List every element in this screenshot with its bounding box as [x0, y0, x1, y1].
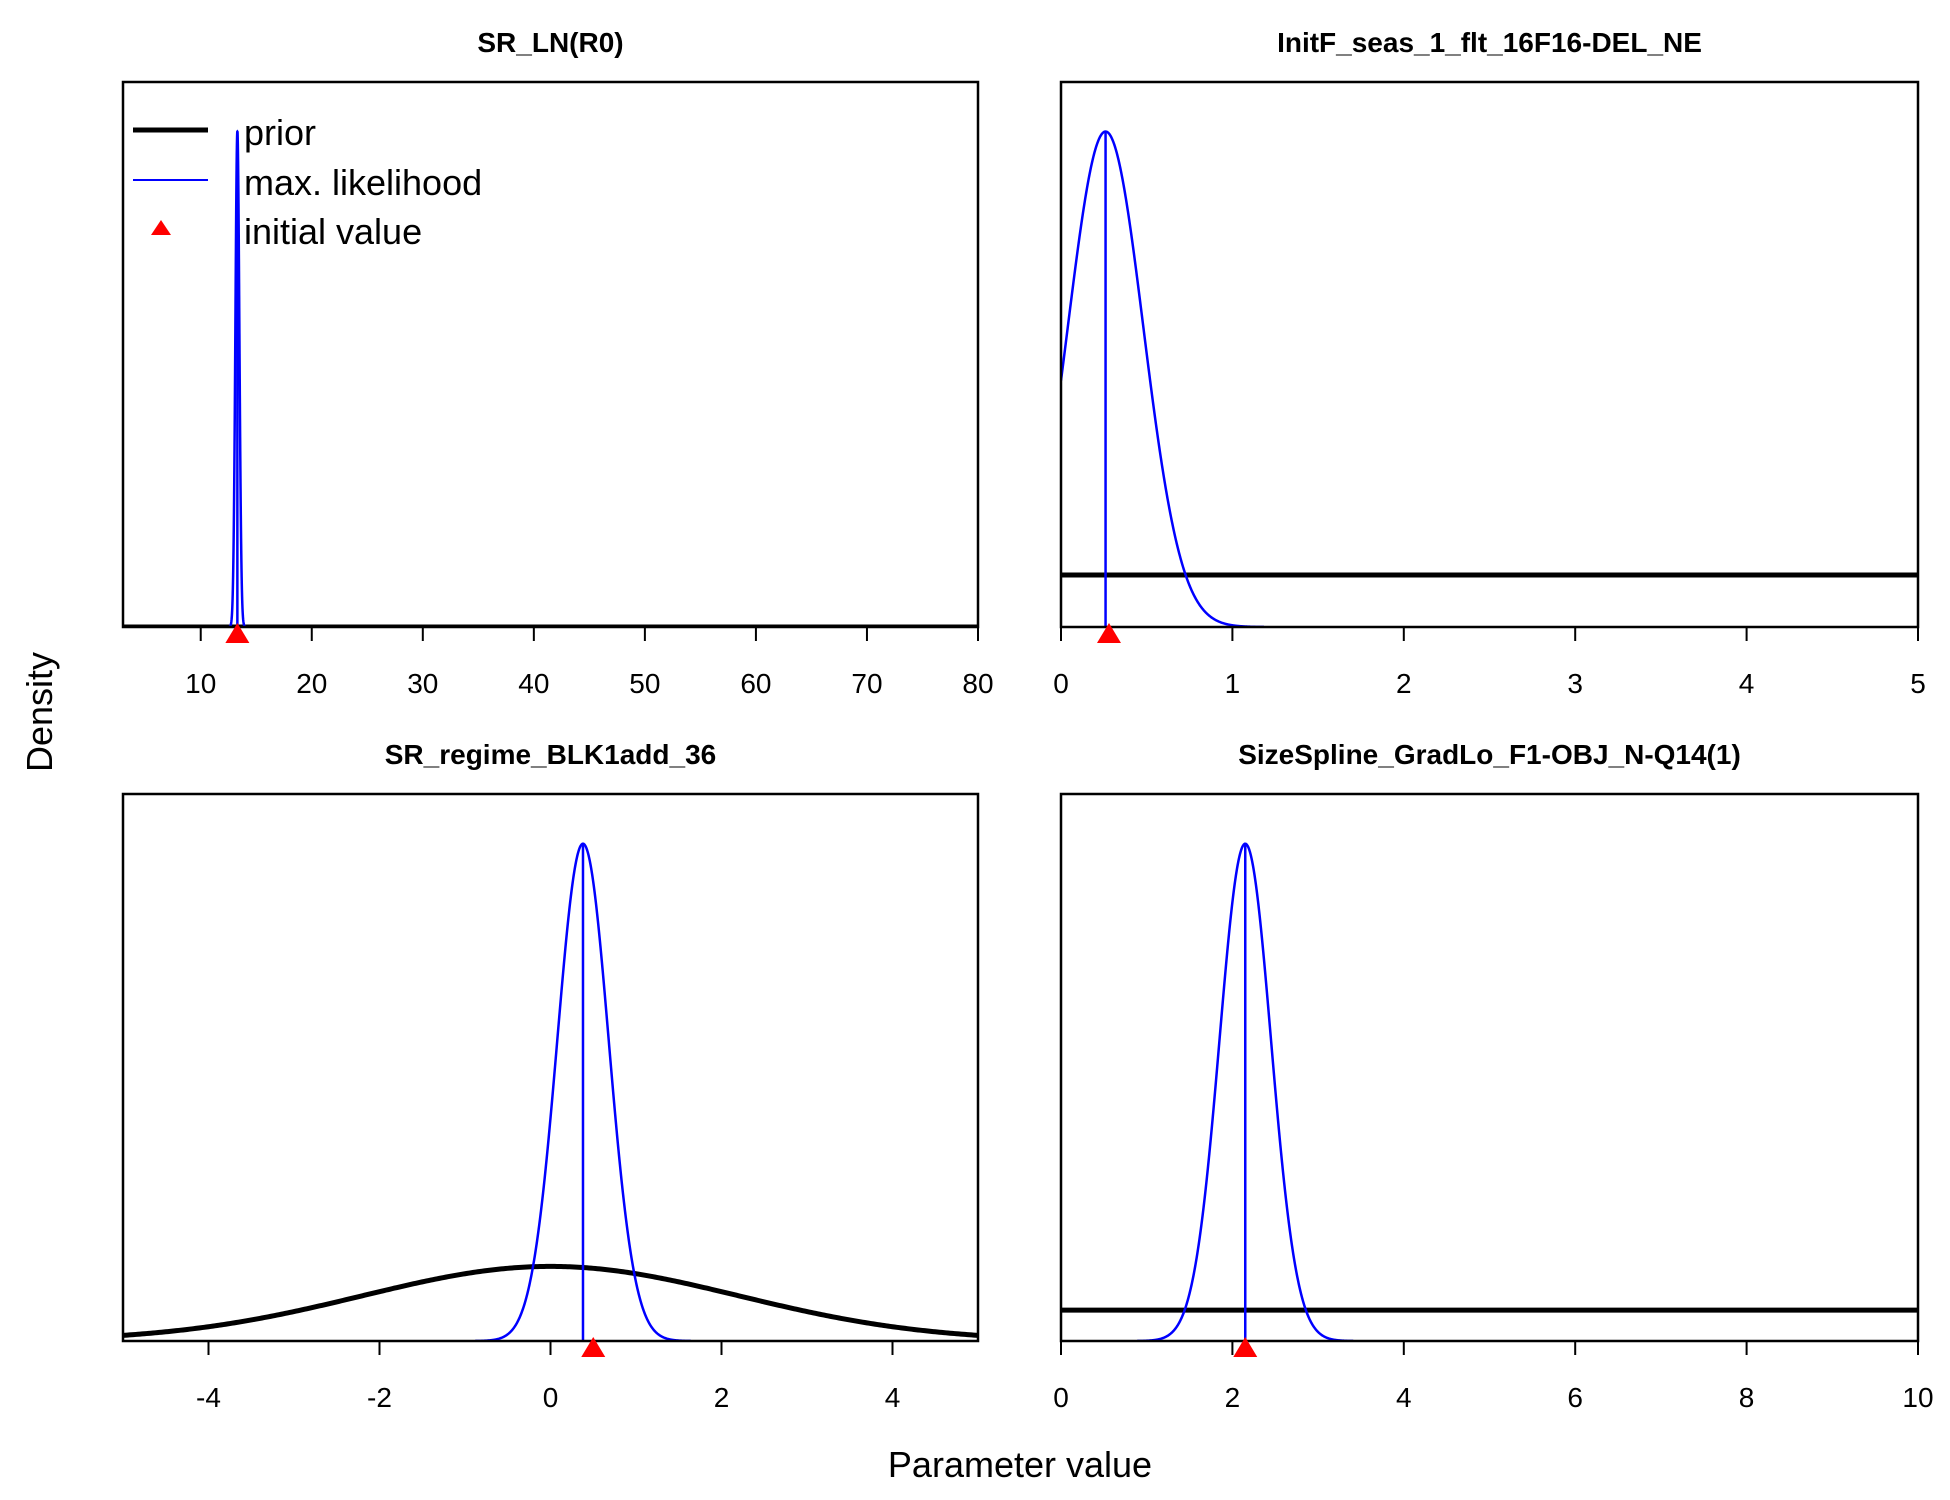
x-tick-label: 60 — [740, 668, 771, 699]
x-tick-label: 30 — [407, 668, 438, 699]
panel-frame — [121, 792, 980, 1343]
x-tick-label: 40 — [518, 668, 549, 699]
initial-value-marker — [1096, 623, 1121, 643]
x-tick-label: 20 — [296, 668, 327, 699]
panel-frame — [1059, 80, 1920, 629]
panel-frame — [1059, 792, 1920, 1343]
x-tick-label: 0 — [1053, 1382, 1069, 1413]
plot-area — [123, 842, 978, 1341]
x-tick-label: 0 — [543, 1382, 559, 1413]
x-tick-label: 6 — [1567, 1382, 1583, 1413]
panel-title: SR_regime_BLK1add_36 — [385, 739, 716, 770]
x-tick-label: 10 — [1902, 1382, 1933, 1413]
mle-curve — [1061, 130, 1264, 627]
panel-title: InitF_seas_1_flt_16F16-DEL_NE — [1277, 27, 1702, 58]
legend-mle-label: max. likelihood — [244, 162, 482, 203]
x-axis-label: Parameter value — [888, 1444, 1152, 1485]
panels: SR_LN(R0)10 20 30 40 50 60 70 80InitF_seas_1_fl… — [121, 27, 1934, 1413]
panel-title: SizeSpline_GradLo_F1-OBJ_N-Q14(1) — [1238, 739, 1741, 770]
legend-init-swatch — [151, 220, 171, 235]
y-axis-label: Density — [19, 652, 60, 772]
x-tick-label: 8 — [1739, 1382, 1755, 1413]
panel-3: SR_regime_BLK1add_36 -4 -2 0 2 4 — [121, 739, 980, 1413]
x-tick-label: 70 — [851, 668, 882, 699]
x-tick-label: 0 — [1053, 668, 1069, 699]
legend-init-label: initial value — [244, 211, 422, 252]
legend-prior-label: prior — [244, 112, 316, 153]
x-tick-label: -4 — [196, 1382, 221, 1413]
panel-4: SizeSpline_GradLo_F1-OBJ_N-Q14(1) 0 2 4 6 8 10 — [1053, 739, 1933, 1413]
x-tick-label: 80 — [962, 668, 993, 699]
x-tick-label: 2 — [1396, 668, 1412, 699]
x-tick-label: 3 — [1567, 668, 1583, 699]
x-tick-label: 4 — [1739, 668, 1755, 699]
plot-area — [123, 129, 978, 627]
x-tick-label: 5 — [1910, 668, 1926, 699]
x-tick-label: 10 — [185, 668, 216, 699]
initial-value-marker — [1233, 1337, 1258, 1357]
panel-frame — [121, 80, 980, 629]
x-tick-label: 4 — [885, 1382, 901, 1413]
x-tick-label: 4 — [1396, 1382, 1412, 1413]
initial-value-marker — [581, 1337, 606, 1357]
plot-area — [1061, 130, 1918, 627]
initial-value-marker — [225, 623, 250, 643]
prior-line — [123, 1263, 978, 1338]
x-tick-label: -2 — [367, 1382, 392, 1413]
panel-1: SR_LN(R0) 10 20 30 40 50 60 70 80 — [121, 27, 994, 699]
panel-title: SR_LN(R0) — [477, 27, 623, 58]
x-tick-label: 2 — [714, 1382, 730, 1413]
x-tick-label: 1 — [1225, 668, 1241, 699]
plot-area — [1061, 842, 1918, 1341]
panel-2: InitF_seas_1_flt_16F16-DEL_NE 0 1 2 3 4 5 — [1053, 27, 1926, 699]
legend: prior max. likelihood initial value — [133, 112, 482, 252]
x-tick-label: 2 — [1225, 1382, 1241, 1413]
x-tick-label: 50 — [629, 668, 660, 699]
